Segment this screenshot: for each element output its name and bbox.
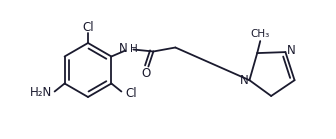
Text: Cl: Cl (82, 20, 94, 33)
Text: Cl: Cl (126, 87, 137, 100)
Text: H₂N: H₂N (30, 86, 52, 99)
Text: O: O (142, 67, 151, 80)
Text: N: N (240, 74, 249, 87)
Text: N: N (119, 42, 127, 55)
Text: H: H (130, 44, 138, 54)
Text: N: N (287, 44, 296, 57)
Text: CH₃: CH₃ (251, 29, 270, 39)
